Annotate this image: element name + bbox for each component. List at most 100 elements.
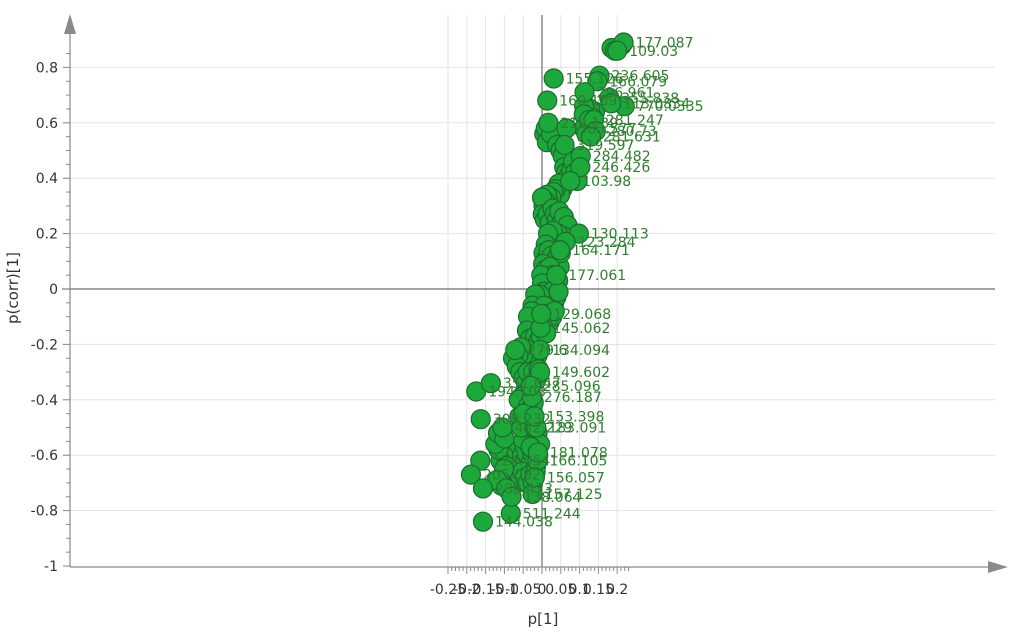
y-tick-label: 0	[49, 282, 58, 298]
data-label: 144.038	[495, 515, 553, 531]
data-label: 153.398	[546, 409, 604, 425]
x-tick-label: -0.05	[505, 582, 541, 598]
data-point	[480, 373, 501, 394]
x-tick-label: -0.2	[453, 582, 480, 598]
data-point	[574, 82, 595, 103]
data-label: 166.105	[549, 454, 607, 470]
data-label: 149.602	[552, 365, 610, 381]
y-tick-label: -0.2	[31, 337, 58, 353]
y-tick-label: -0.8	[31, 504, 58, 520]
data-label: 205.092	[483, 468, 541, 484]
data-label: 511.244	[523, 506, 581, 522]
data-label: 157.125	[545, 487, 603, 503]
data-label: 155.126	[566, 71, 624, 87]
data-label: 160.109	[559, 94, 617, 110]
data-label: 103.98	[582, 174, 631, 190]
data-label: 432.229	[515, 421, 573, 437]
data-label: 236.605	[612, 69, 670, 85]
data-point	[538, 112, 559, 133]
data-point	[548, 281, 569, 302]
data-point	[580, 126, 601, 147]
data-label: 156.057	[547, 470, 605, 486]
data-label: 123.284	[578, 235, 636, 251]
data-label: 246.426	[592, 160, 650, 176]
y-axis-arrow	[64, 14, 76, 34]
data-point	[587, 71, 608, 92]
data-label: 166.079	[609, 74, 667, 90]
data-label: 319.597	[577, 138, 635, 154]
data-point	[472, 478, 494, 499]
data-point	[501, 486, 522, 507]
x-tick-label: 0.15	[583, 582, 614, 598]
data-label: 284.482	[593, 149, 651, 165]
data-label: 181.078	[550, 445, 608, 461]
data-point	[531, 303, 552, 325]
data-point	[607, 40, 628, 61]
data-point	[546, 265, 567, 286]
x-tick-label: -0.15	[467, 582, 503, 598]
data-point	[527, 442, 548, 463]
data-label: 164.171	[572, 243, 630, 259]
data-points	[460, 32, 635, 532]
data-point	[543, 68, 564, 89]
data-label: 296.961	[596, 85, 654, 101]
data-point	[472, 511, 494, 532]
data-label: 288.473	[495, 481, 553, 497]
data-label: 130.113	[591, 227, 649, 243]
y-axis-label: p(corr)[1]	[4, 252, 22, 324]
x-tick-label: -0.1	[491, 582, 518, 598]
data-label: 113.0834	[623, 96, 690, 112]
data-label: 109.03	[629, 44, 678, 60]
data-point	[537, 90, 558, 111]
tick-labels: -0.25-0.2-0.15-0.1-0.0500.050.10.150.2-1…	[31, 60, 629, 598]
data-label: 351.047	[503, 376, 561, 392]
y-tick-label: -1	[44, 559, 58, 575]
data-label: 281.631	[603, 130, 661, 146]
data-label: 124.054	[492, 454, 550, 470]
data-label: 214.139	[560, 116, 618, 132]
data-label: 276.187	[544, 390, 602, 406]
y-tick-label: -0.6	[31, 448, 58, 464]
data-label: 177.087	[636, 35, 694, 51]
data-point	[601, 93, 622, 114]
data-label: 355.838	[621, 91, 679, 107]
data-point	[549, 240, 571, 261]
data-label: 279.6	[527, 343, 567, 359]
data-label: 134.094	[552, 343, 610, 359]
x-tick-label: 0.05	[545, 582, 576, 598]
data-label: 281.247	[606, 113, 664, 129]
x-axis-arrow	[988, 561, 1008, 573]
data-point	[530, 339, 551, 361]
data-label: 383.577	[578, 121, 636, 137]
data-label: 138.064	[524, 490, 582, 506]
data-point	[524, 467, 545, 488]
data-label: 309.232	[493, 412, 551, 428]
data-point	[520, 375, 541, 397]
y-tick-label: 0.4	[36, 171, 58, 187]
data-label: 145.062	[552, 321, 610, 337]
data-label: 285.096	[543, 379, 601, 395]
y-tick-label: 0.8	[36, 60, 58, 76]
y-tick-label: 0.6	[36, 116, 58, 132]
data-point	[470, 409, 491, 430]
data-label: 280.73	[608, 124, 657, 140]
x-tick-label: 0.2	[606, 582, 628, 598]
data-point	[460, 464, 482, 485]
data-label: 177.061	[568, 268, 626, 284]
data-point	[530, 362, 551, 383]
data-label: 129.068	[553, 307, 611, 323]
data-point	[505, 339, 526, 361]
data-label: 770.0335	[637, 99, 704, 115]
y-tick-label: -0.4	[31, 393, 58, 409]
data-point	[560, 170, 581, 192]
data-point	[570, 157, 591, 178]
data-point	[470, 450, 491, 471]
x-tick-label: 0.1	[568, 582, 590, 598]
data-point	[524, 406, 545, 427]
x-tick-label: -0.25	[430, 582, 466, 598]
data-label: 194.103	[488, 384, 546, 400]
x-axis-label: p[1]	[528, 610, 559, 628]
y-tick-label: 0.2	[36, 227, 58, 243]
